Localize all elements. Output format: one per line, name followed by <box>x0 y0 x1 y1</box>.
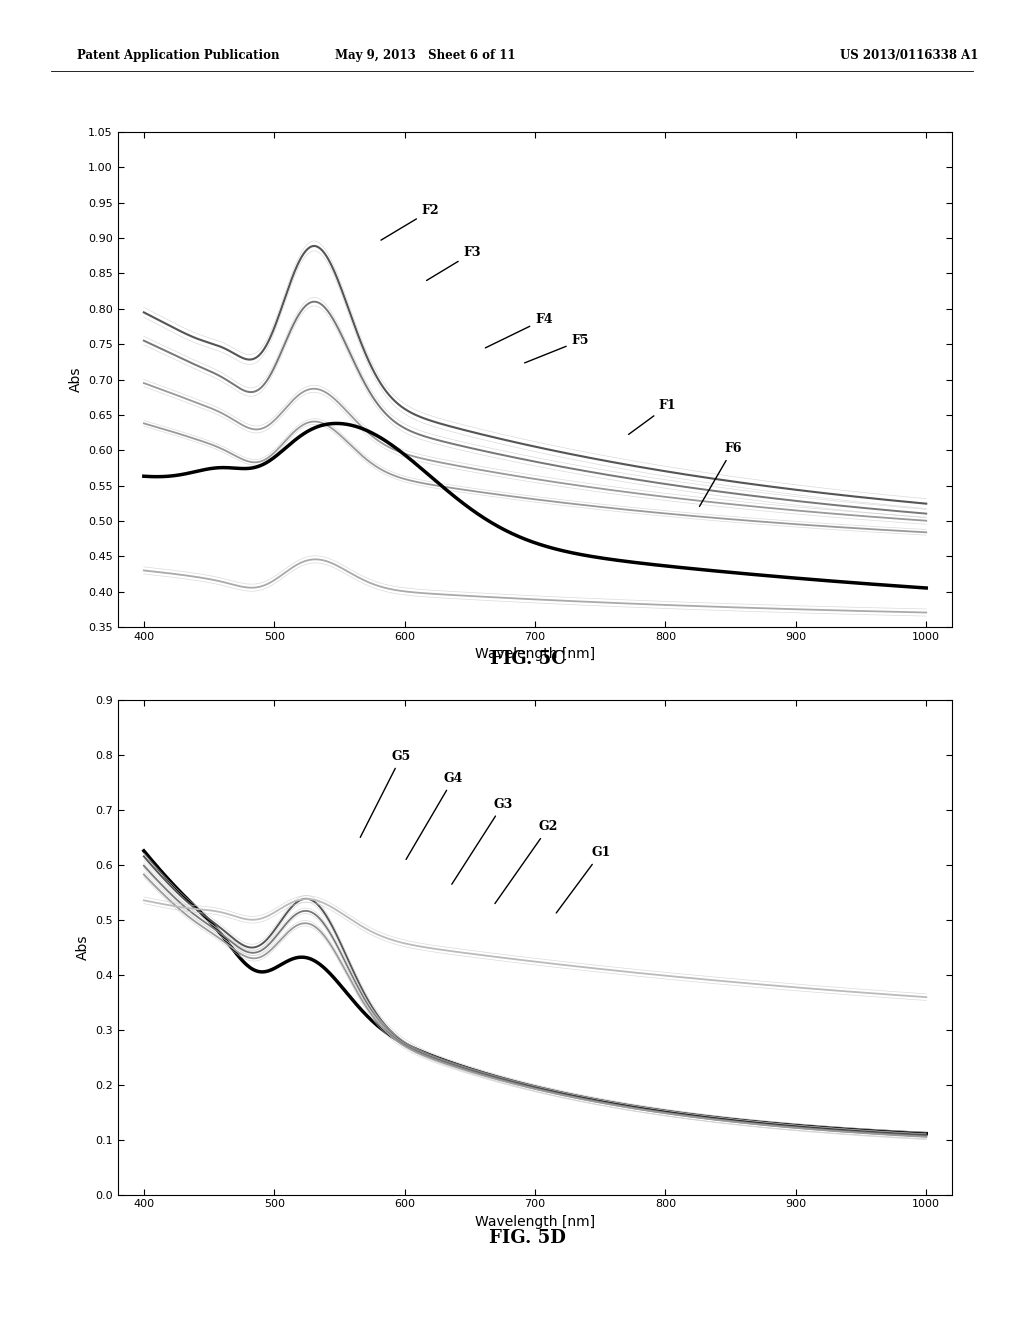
Text: G3: G3 <box>452 799 513 884</box>
Text: FIG. 5D: FIG. 5D <box>488 1229 566 1247</box>
Text: US 2013/0116338 A1: US 2013/0116338 A1 <box>840 49 978 62</box>
Text: F2: F2 <box>381 205 439 240</box>
Text: G5: G5 <box>360 750 411 837</box>
X-axis label: Wavelength [nm]: Wavelength [nm] <box>475 647 595 661</box>
Text: F1: F1 <box>629 399 677 434</box>
Text: G4: G4 <box>407 772 463 859</box>
Text: May 9, 2013   Sheet 6 of 11: May 9, 2013 Sheet 6 of 11 <box>335 49 515 62</box>
Text: G2: G2 <box>495 821 558 904</box>
Y-axis label: Abs: Abs <box>76 935 89 960</box>
Text: F5: F5 <box>524 334 589 363</box>
Text: FIG. 5C: FIG. 5C <box>489 649 565 668</box>
Text: F4: F4 <box>485 313 553 348</box>
X-axis label: Wavelength [nm]: Wavelength [nm] <box>475 1214 595 1229</box>
Text: G1: G1 <box>556 846 610 913</box>
Text: F3: F3 <box>427 247 481 280</box>
Text: F6: F6 <box>699 442 741 507</box>
Text: Patent Application Publication: Patent Application Publication <box>77 49 280 62</box>
Y-axis label: Abs: Abs <box>69 367 83 392</box>
